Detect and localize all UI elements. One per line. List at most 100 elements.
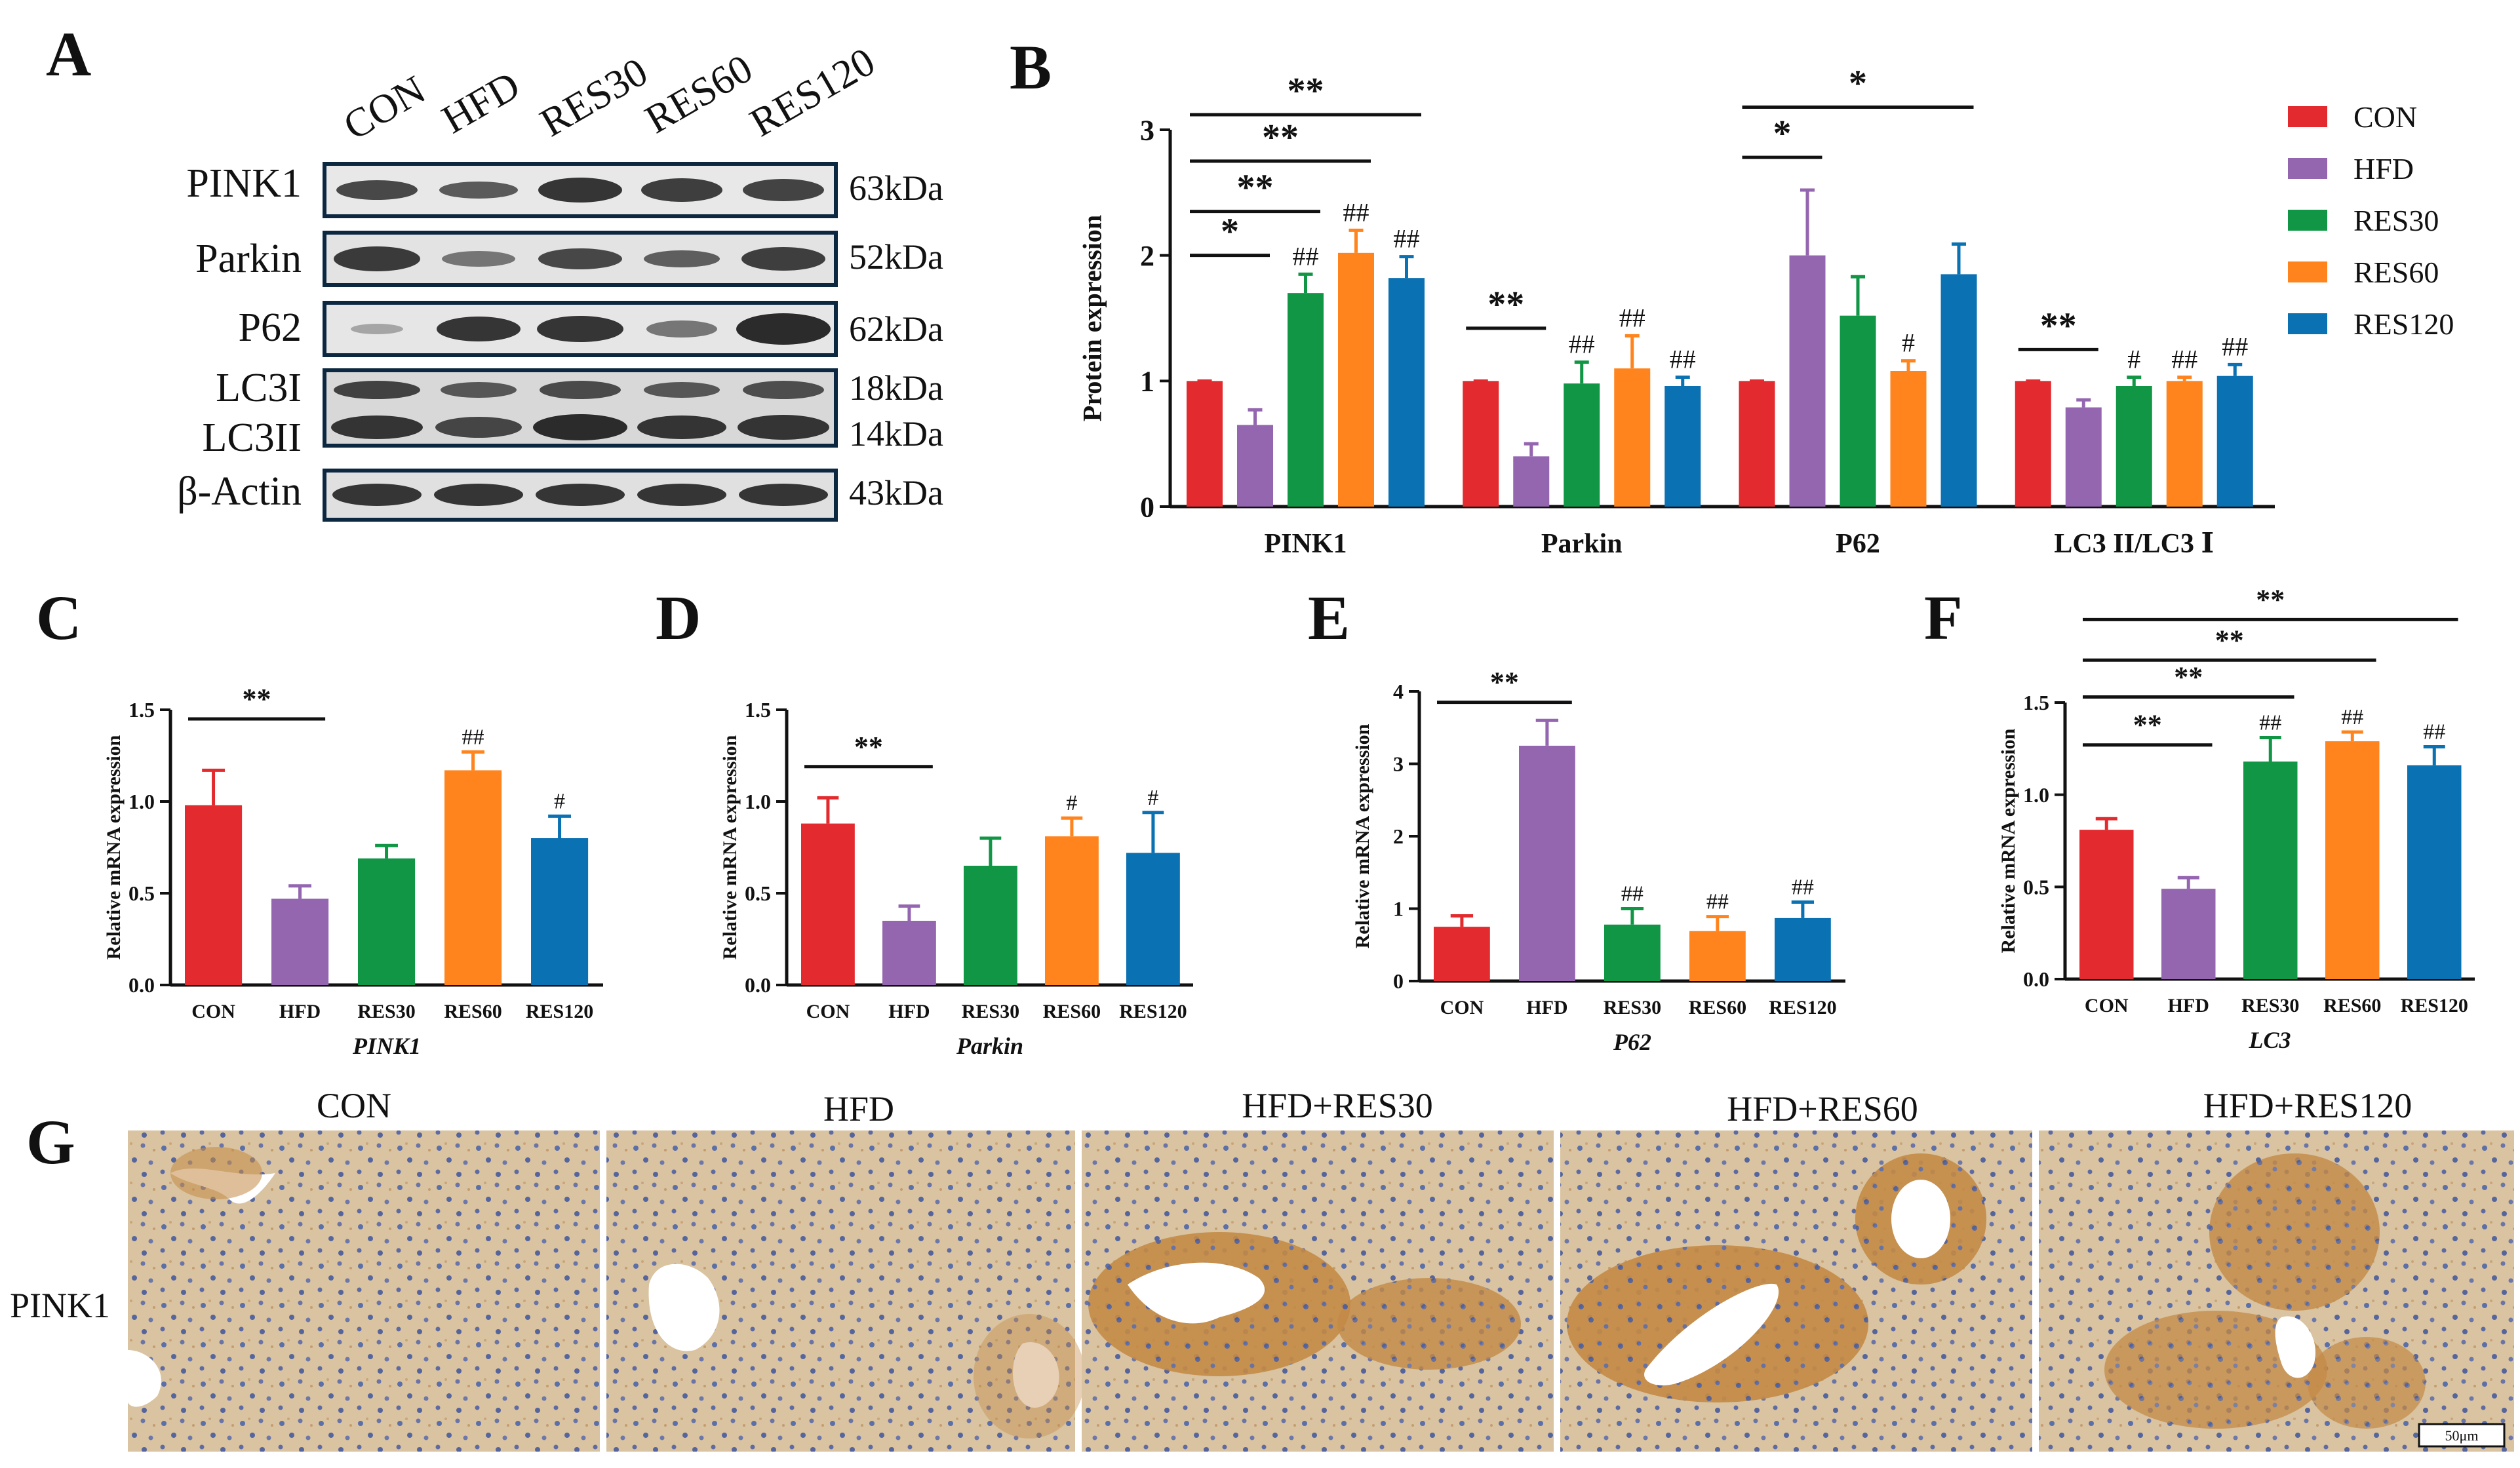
legend-swatch — [2288, 106, 2327, 127]
bar — [1614, 368, 1651, 507]
lane-label: RES120 — [743, 39, 882, 145]
y-tick-label: 1.5 — [745, 698, 771, 722]
significance-mark: ## — [1621, 882, 1644, 906]
histology-image-res120 — [2039, 1130, 2514, 1452]
histology-panel: PINK1 CON HFD HFD+RES30 HFD+RES60 HFD+RE… — [10, 1086, 2514, 1452]
y-tick-label: 1.5 — [128, 698, 155, 722]
y-tick-label: 1 — [1393, 897, 1404, 921]
bar — [271, 898, 329, 985]
x-category-label: RES60 — [444, 1001, 502, 1022]
bar — [1739, 381, 1775, 507]
x-category-label: HFD — [1526, 997, 1567, 1018]
significance-mark: # — [554, 789, 565, 813]
comparison-label: ** — [1262, 117, 1299, 158]
lane-label: RES30 — [533, 49, 655, 145]
histology-title: HFD — [823, 1089, 894, 1129]
x-category-label: HFD — [279, 1001, 321, 1022]
y-axis-title: Relative mRNA expression — [103, 735, 125, 959]
x-category-label: HFD — [888, 1001, 930, 1022]
legend-label: RES30 — [2353, 204, 2439, 237]
comparison-label: ** — [2215, 624, 2244, 656]
significance-mark: ## — [462, 725, 484, 749]
significance-mark: ## — [2222, 332, 2248, 361]
comparison-label: ** — [2133, 709, 2162, 741]
bar — [2216, 376, 2253, 507]
kda-label: 43kDa — [849, 473, 943, 512]
panel-letter-b: B — [1010, 32, 1052, 102]
significance-mark: # — [2127, 345, 2140, 374]
western-blot-panel: CON HFD RES30 RES60 RES120 PINK1 Parkin … — [177, 39, 943, 522]
significance-mark: ## — [2259, 710, 2281, 735]
x-category-label: RES60 — [2323, 995, 2381, 1016]
bar — [1434, 927, 1490, 981]
legend-swatch — [2288, 313, 2327, 334]
legend-swatch — [2288, 261, 2327, 282]
bar — [1519, 745, 1575, 981]
x-category-label: LC3 II/LC3 Ⅰ — [2054, 529, 2214, 559]
y-tick-label: 1.0 — [745, 790, 771, 813]
x-category-label: RES120 — [1769, 997, 1836, 1018]
x-category-label: PINK1 — [1265, 529, 1347, 559]
bar — [1775, 918, 1831, 981]
x-category-label: CON — [2085, 995, 2129, 1016]
y-tick-label: 2 — [1140, 240, 1154, 272]
bar — [2116, 386, 2152, 507]
x-category-label: RES30 — [1604, 997, 1661, 1018]
y-axis-title: Relative mRNA expression — [1352, 724, 1373, 948]
y-tick-label: 1 — [1140, 366, 1154, 398]
bar — [1789, 255, 1826, 507]
kda-label: 18kDa — [849, 368, 943, 408]
y-tick-label: 0.0 — [745, 973, 771, 997]
comparison-label: ** — [2174, 661, 2203, 693]
bar — [185, 805, 243, 985]
p62-mrna-chart: 0 1 2 3 4 Relative mRNA expression CON HFD RES30… — [1352, 666, 1845, 1055]
bar — [1664, 386, 1701, 507]
bar — [1564, 383, 1600, 507]
bar — [1689, 931, 1746, 981]
panel-letter-c: C — [36, 583, 81, 653]
bar — [1940, 274, 1977, 507]
bar — [1045, 836, 1099, 985]
significance-mark: ## — [1293, 241, 1319, 271]
bar — [801, 823, 855, 985]
significance-mark: ## — [1394, 224, 1420, 254]
bar — [2161, 889, 2216, 979]
histology-image-con — [128, 1130, 600, 1452]
bar — [1338, 252, 1374, 507]
x-category-label: RES120 — [1119, 1001, 1187, 1022]
lane-label: HFD — [435, 63, 527, 142]
y-tick-label: 0.5 — [128, 881, 155, 905]
x-axis-title: P62 — [1613, 1029, 1651, 1055]
panel-letter-a: A — [46, 19, 91, 89]
band-label: β-Actin — [177, 469, 302, 514]
significance-mark: ## — [1569, 330, 1595, 359]
legend-label: CON — [2353, 100, 2417, 134]
y-tick-label: 0 — [1393, 969, 1404, 993]
bar — [2325, 741, 2380, 979]
comparison-label: * — [1221, 212, 1239, 252]
panel-letter-d: D — [656, 583, 701, 653]
y-axis-title: Protein expression — [1077, 215, 1107, 421]
bar — [2065, 407, 2102, 507]
comparison-label: ** — [243, 683, 271, 715]
x-category-label: RES30 — [2241, 995, 2299, 1016]
x-category-label: CON — [1440, 997, 1484, 1018]
y-tick-label: 1.0 — [2023, 783, 2049, 807]
band-label: PINK1 — [186, 161, 302, 206]
bar — [1126, 853, 1180, 985]
bar — [2079, 830, 2134, 979]
band-label: LC3II — [202, 415, 302, 460]
bar — [358, 858, 416, 985]
scale-bar-label: 50μm — [2445, 1427, 2479, 1444]
y-tick-label: 2 — [1393, 824, 1404, 848]
y-tick-label: 4 — [1393, 680, 1404, 703]
bar — [1388, 278, 1425, 507]
x-category-label: Parkin — [1541, 529, 1623, 559]
significance-mark: # — [1147, 786, 1158, 810]
comparison-label: * — [1773, 113, 1792, 154]
comparison-label: ** — [1487, 284, 1524, 325]
histology-image-res60 — [1560, 1130, 2032, 1452]
